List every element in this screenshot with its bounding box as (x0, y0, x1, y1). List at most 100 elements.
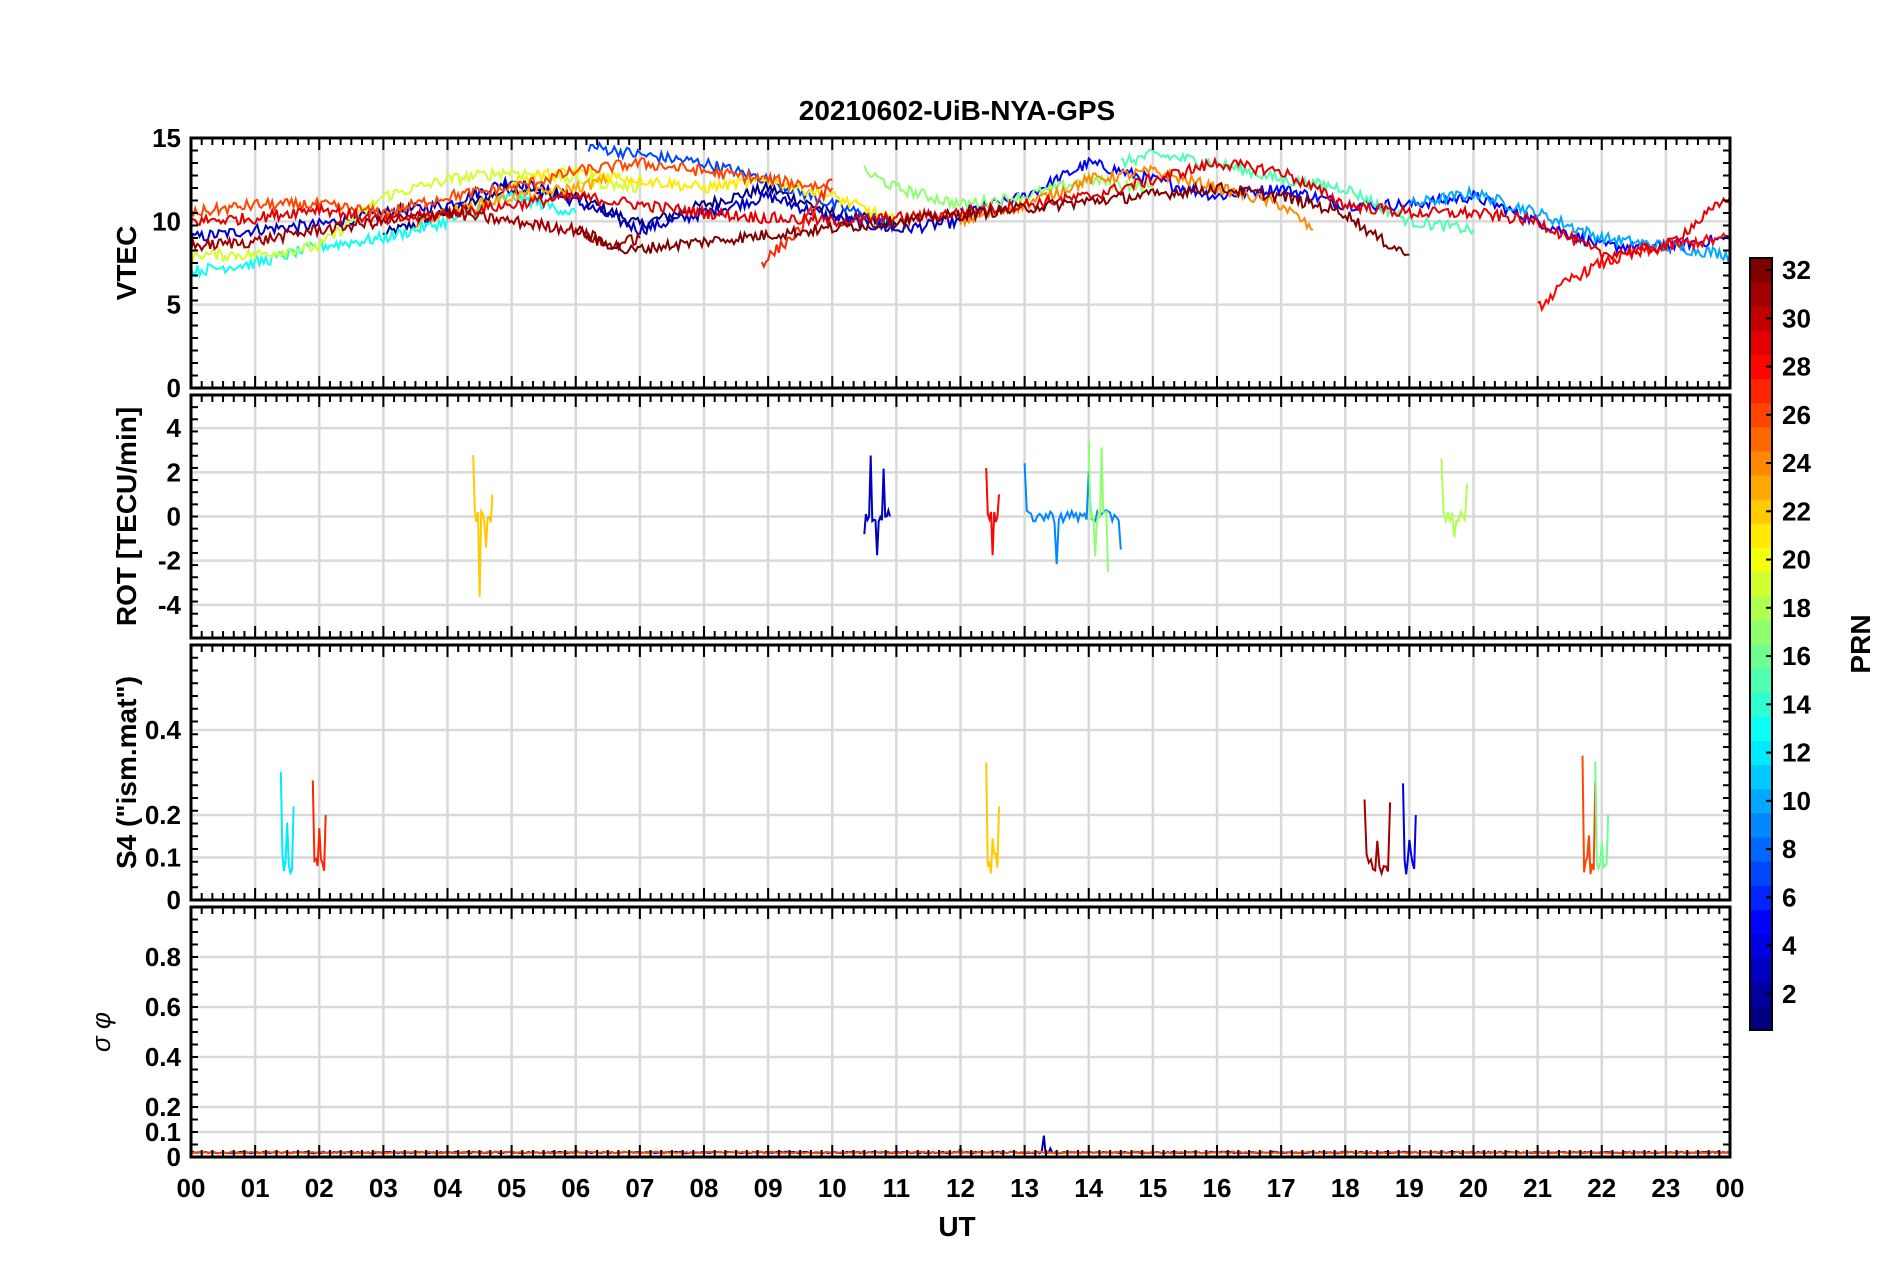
colorbar-segment (1750, 909, 1772, 934)
series-prn-12 (279, 771, 295, 877)
x-tick-label: 21 (1523, 1173, 1552, 1203)
series-prn-22 (472, 455, 494, 597)
colorbar-segment (1750, 668, 1772, 693)
colorbar-tick-label: 28 (1782, 352, 1811, 382)
y-tick-label: -2 (158, 546, 181, 576)
x-tick-label: 02 (305, 1173, 334, 1203)
x-tick-label: 01 (241, 1173, 270, 1203)
colorbar-segment (1750, 885, 1772, 910)
y-tick-label: 0 (167, 373, 181, 403)
series-prn-32 (574, 181, 1410, 257)
colorbar-segment (1750, 547, 1772, 573)
colorbar-tick-label: 12 (1782, 738, 1811, 768)
y-tick-label: 0.6 (145, 992, 181, 1022)
x-tick-label: 06 (561, 1173, 590, 1203)
y-tick-label: 0 (167, 502, 181, 532)
x-tick-label: 19 (1395, 1173, 1424, 1203)
colorbar-segment (1750, 451, 1772, 476)
series-prn-18 (1440, 458, 1469, 538)
panel-1: 0 5 10 15 VTEC (111, 123, 1732, 403)
x-tick-label: 18 (1331, 1173, 1360, 1203)
colorbar-segment (1750, 740, 1772, 766)
colorbar-segment (1750, 378, 1772, 404)
panel-4: 0.8 0.6 0.4 0.20.10 σ φ (86, 905, 1732, 1172)
y-tick-label: 0.1 (145, 1117, 181, 1147)
x-tick-label: 22 (1587, 1173, 1616, 1203)
colorbar-tick-label: 18 (1782, 593, 1811, 623)
colorbar-tick-label: 22 (1782, 496, 1811, 526)
y-tick-label: 0.2 (145, 800, 181, 830)
series-prn-10 (1408, 184, 1730, 264)
series-prn-17 (1087, 440, 1109, 572)
colorbar-tick-label: 24 (1782, 448, 1811, 478)
series-group (472, 440, 1469, 597)
colorbar-segment (1750, 402, 1772, 428)
x-axis-label: UT (938, 1211, 975, 1242)
y-tick-label: 15 (152, 123, 181, 153)
x-tick-label: 03 (369, 1173, 398, 1203)
colorbar-tick-label: 8 (1782, 834, 1796, 864)
chart-title: 20210602-UiB-NYA-GPS (799, 95, 1115, 126)
series-prn-21 (511, 165, 898, 222)
colorbar-tick-label: 32 (1782, 255, 1811, 285)
series-group (279, 755, 1610, 877)
x-tick-label: 08 (690, 1173, 719, 1203)
y-tick-label: 0.2 (145, 1092, 181, 1122)
y-tick-label: 5 (167, 290, 181, 320)
colorbar-segment (1750, 282, 1772, 307)
x-tick-label: 10 (818, 1173, 847, 1203)
series-prn-23 (415, 172, 609, 228)
series-prn-3 (863, 455, 891, 556)
colorbar-tick-label: 26 (1782, 400, 1811, 430)
x-tick-label: 07 (625, 1173, 654, 1203)
colorbar-tick-label: 2 (1782, 979, 1796, 1009)
colorbar-segment (1750, 812, 1772, 838)
series-prn-17 (863, 165, 1154, 212)
series-prn-26 (191, 156, 834, 219)
colorbar-segment (1750, 837, 1772, 862)
series-prn-27 (311, 780, 327, 871)
x-tick-label: 16 (1203, 1173, 1232, 1203)
series-prn-1 (382, 179, 898, 239)
x-tick-label: 11 (883, 1173, 911, 1203)
colorbar-tick-label: 14 (1782, 689, 1811, 719)
colorbar-segment (1750, 716, 1772, 741)
series-prn-31 (191, 205, 641, 253)
x-tick-label: 12 (946, 1173, 975, 1203)
y-tick-label: 0.1 (145, 843, 181, 873)
colorbar-frame (1749, 257, 1773, 1031)
colorbar-segment (1750, 933, 1772, 959)
colorbar-segment (1750, 499, 1772, 524)
series-prn-31 (1363, 799, 1392, 877)
y-tick-label: 0.4 (145, 1042, 182, 1072)
colorbar-segment (1750, 619, 1772, 645)
colorbar-segment (1750, 523, 1772, 548)
colorbar-tick-label: 30 (1782, 303, 1811, 333)
x-tick-label: 09 (754, 1173, 783, 1203)
colorbar-tick-label: 10 (1782, 786, 1811, 816)
colorbar-segment (1750, 258, 1772, 283)
panel-3: 0.4 0.2 0.1 0 S4 ("ism.mat") (111, 643, 1732, 915)
colorbar-segment (1750, 861, 1772, 886)
series-prn-26 (1581, 755, 1597, 875)
y-tick-label: 2 (167, 457, 181, 487)
colorbar-segment (1750, 957, 1772, 983)
y-tick-label: 0 (167, 1142, 181, 1172)
colorbar-tick-label: 16 (1782, 641, 1811, 671)
colorbar-segment (1750, 595, 1772, 621)
colorbar-segment (1750, 475, 1772, 500)
series-prn-9 (1023, 463, 1122, 565)
y-tick-label: 0 (167, 885, 181, 915)
y-axis-label: S4 ("ism.mat") (111, 676, 142, 869)
colorbar-segment (1750, 764, 1772, 790)
y-tick-label: 4 (167, 413, 182, 443)
panel-2: 4 2 0 -2 -4 ROT [TECU/min] (111, 393, 1732, 640)
y-tick-label: 10 (152, 206, 181, 236)
series-prn-22 (985, 762, 1000, 874)
colorbar-tick-label: 6 (1782, 882, 1796, 912)
x-tick-label: 13 (1010, 1173, 1039, 1203)
colorbar-segment (1750, 571, 1772, 597)
colorbar-segment (1750, 354, 1772, 380)
x-tick-label: 15 (1138, 1173, 1167, 1203)
